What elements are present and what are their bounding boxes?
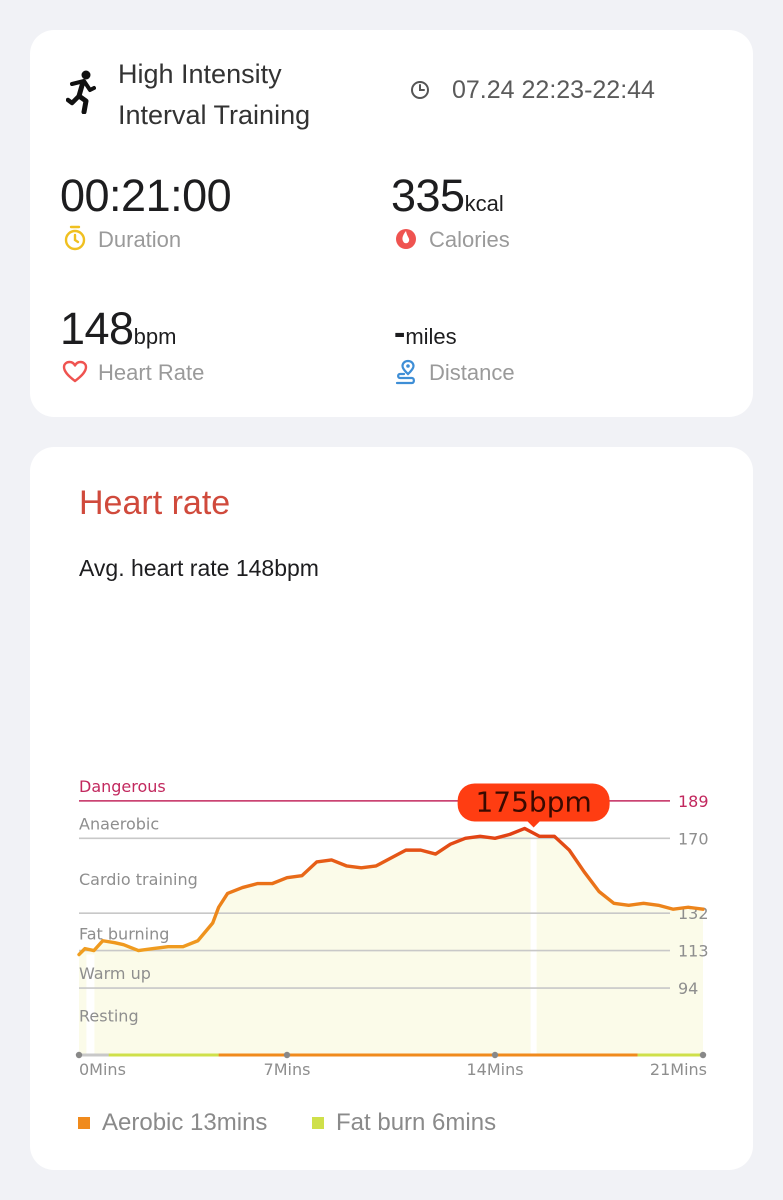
calories-value-group: 335kcal <box>391 170 504 222</box>
y-tick-label-113: 113 <box>678 942 709 961</box>
legend-label-aerobic: Aerobic 13mins <box>102 1109 268 1136</box>
x-tick-dot-21 <box>699 1051 707 1059</box>
calories-label: Calories <box>429 227 510 252</box>
heart-icon <box>62 360 88 383</box>
x-tick-label-14: 14Mins <box>466 1060 523 1079</box>
duration-value: 00:21:00 <box>60 170 232 221</box>
workout-summary-card: High Intensity Interval Training 07.24 2… <box>30 30 753 417</box>
workout-time-range: 07.24 22:23-22:44 <box>452 76 655 104</box>
y-tick-label-170: 170 <box>678 829 709 848</box>
distance-value-group: -miles <box>394 314 457 353</box>
zone-label-cardio-training: Cardio training <box>79 870 198 889</box>
flame-icon <box>396 229 416 249</box>
x-tick-dot-0 <box>75 1051 83 1059</box>
clock-icon <box>411 81 429 99</box>
data-gap-start <box>86 954 95 1055</box>
workout-title-line1: High Intensity <box>118 59 282 89</box>
heart-rate-label: Heart Rate <box>98 360 205 385</box>
zone-label-resting: Resting <box>79 1007 139 1026</box>
zone-label-anaerobic: Anaerobic <box>79 814 159 833</box>
x-tick-label-7: 7Mins <box>264 1060 311 1079</box>
peak-tooltip-bubble <box>457 783 610 822</box>
heart-rate-title: Heart rate <box>79 484 231 522</box>
zone-label-fat-burning: Fat burning <box>79 925 169 944</box>
zone-label-warm-up: Warm up <box>79 964 151 983</box>
heart-rate-chart: Dangerous Anaerobic Cardio training Fat bur… <box>75 777 709 1079</box>
distance-unit: miles <box>405 324 457 349</box>
duration-label: Duration <box>98 227 182 252</box>
heart-rate-value: 148 <box>60 303 134 354</box>
heart-rate-unit: bpm <box>133 324 177 349</box>
x-tick-dot-14 <box>491 1051 499 1059</box>
x-tick-dot-7 <box>283 1051 291 1059</box>
legend-label-fat-burn: Fat burn 6mins <box>336 1109 497 1136</box>
peak-tooltip-pointer <box>526 820 541 828</box>
distance-value: - <box>394 314 406 352</box>
zone-label-dangerous: Dangerous <box>79 777 166 796</box>
legend-swatch-aerobic <box>78 1117 90 1129</box>
workout-title: High Intensity Interval Training <box>118 54 310 136</box>
running-person-icon <box>66 70 96 114</box>
calories-value: 335 <box>391 170 465 221</box>
heart-rate-area <box>79 828 703 1055</box>
stopwatch-icon <box>64 225 86 251</box>
heart-rate-value-group: 148bpm <box>60 303 176 355</box>
calories-unit: kcal <box>464 191 504 216</box>
x-tick-label-0: 0Mins <box>79 1060 126 1079</box>
data-gap-peak <box>530 828 537 1055</box>
avg-heart-rate: Avg. heart rate 148bpm <box>79 555 319 581</box>
distance-label: Distance <box>429 360 515 385</box>
route-pin-icon <box>395 359 415 385</box>
workout-title-line2: Interval Training <box>118 100 311 130</box>
heart-rate-line <box>77 826 705 957</box>
legend-swatch-fat-burn <box>312 1117 324 1129</box>
y-tick-label-94: 94 <box>678 979 698 998</box>
heart-rate-card: Heart rate Avg. heart rate 148bpm Danger… <box>30 447 753 1170</box>
peak-tooltip-text: 175bpm <box>475 785 591 818</box>
x-tick-label-21: 21Mins <box>650 1060 707 1079</box>
y-tick-label-189: 189 <box>678 792 709 811</box>
